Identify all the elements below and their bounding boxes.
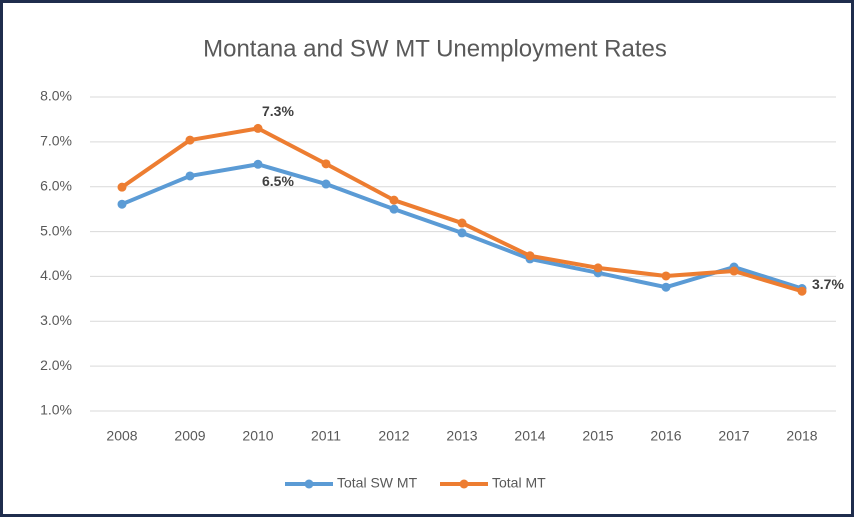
x-tick-label: 2016 (650, 428, 681, 444)
point (729, 266, 739, 276)
y-tick-label: 2.0% (40, 357, 72, 373)
y-tick-label: 8.0% (40, 88, 72, 104)
point (253, 159, 263, 169)
point (185, 171, 195, 181)
point (321, 159, 331, 169)
point (661, 282, 671, 292)
x-tick-label: 2017 (718, 428, 749, 444)
point (321, 179, 331, 189)
legend-marker (304, 479, 314, 489)
legend-label: Total SW MT (337, 475, 418, 491)
x-tick-label: 2015 (582, 428, 613, 444)
y-tick-label: 3.0% (40, 312, 72, 328)
x-tick-label: 2009 (174, 428, 205, 444)
point (593, 263, 603, 273)
point (117, 199, 127, 209)
data-label: 6.5% (262, 173, 294, 189)
data-label: 7.3% (262, 103, 294, 119)
point (525, 251, 535, 261)
y-tick-label: 5.0% (40, 222, 72, 238)
point (253, 123, 263, 133)
x-tick-label: 2013 (446, 428, 477, 444)
legend-marker (459, 479, 469, 489)
point (661, 271, 671, 281)
point (457, 228, 467, 238)
y-tick-label: 7.0% (40, 133, 72, 149)
x-tick-label: 2008 (106, 428, 137, 444)
point (117, 182, 127, 192)
x-tick-label: 2010 (242, 428, 273, 444)
point (389, 204, 399, 214)
point (457, 218, 467, 228)
x-tick-label: 2012 (378, 428, 409, 444)
point (797, 286, 807, 296)
y-tick-label: 4.0% (40, 267, 72, 283)
point (185, 135, 195, 145)
y-tick-label: 6.0% (40, 177, 72, 193)
data-label: 3.7% (812, 276, 844, 292)
point (389, 195, 399, 205)
y-tick-label: 1.0% (40, 402, 72, 418)
x-tick-label: 2018 (786, 428, 817, 444)
x-tick-label: 2014 (514, 428, 545, 444)
chart-title: Montana and SW MT Unemployment Rates (203, 35, 667, 62)
legend-label: Total MT (492, 475, 546, 491)
x-tick-label: 2011 (311, 428, 341, 444)
